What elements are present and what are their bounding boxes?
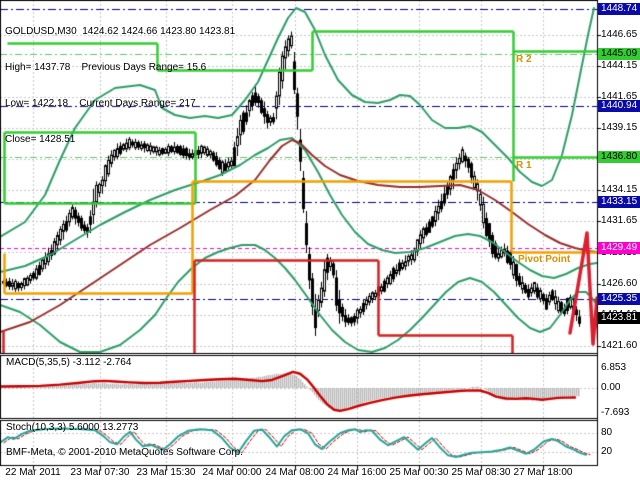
price-label: 1441.65 <box>601 91 638 102</box>
r2-level-label: R 2 <box>516 54 532 65</box>
price-label: 1434.15 <box>601 184 638 195</box>
time-axis-label: 25 Mar 08:30 <box>451 467 511 478</box>
price-label: 1446.65 <box>601 29 638 40</box>
close-line: Close= 1428.51 <box>5 134 76 145</box>
price-badge: 1429.49 <box>598 242 640 254</box>
price-label: 1426.60 <box>601 278 638 289</box>
high-range-line: High= 1437.78 Previous Days Range= 15.6 <box>5 62 207 73</box>
price-label: 1431.65 <box>601 215 638 226</box>
stoch-scale-label: 20 <box>601 446 613 457</box>
price-badge: 1425.35 <box>598 293 640 305</box>
price-badge: 1436.80 <box>598 151 640 163</box>
symbol-ohlc-line: GOLDUSD,M30 1424.62 1424.66 1423.80 1423… <box>5 26 236 37</box>
copyright-text: BMF-Meta, © 2001-2010 MetaQuotes Softwar… <box>6 447 243 458</box>
time-axis-label: 22 Mar 2011 <box>5 467 61 478</box>
stoch-indicator-label: Stoch(10,3,3) 5.6000 13.2773 <box>6 422 139 433</box>
macd-indicator-label: MACD(5,35,5) -3.112 -2.764 <box>6 357 132 368</box>
time-axis-label: 27 Mar 18:00 <box>513 467 573 478</box>
price-badge: 1433.15 <box>598 196 640 208</box>
r1-level-label: R 1 <box>516 160 532 171</box>
price-badge: 1448.74 <box>598 3 640 15</box>
time-axis-label: 25 Mar 00:30 <box>389 467 449 478</box>
pivot-point-label: Pivot Point <box>518 254 571 265</box>
macd-scale-label: 0.00 <box>601 382 621 393</box>
price-label: 1421.60 <box>601 340 638 351</box>
time-axis-label: 23 Mar 15:30 <box>136 467 196 478</box>
macd-scale-label: 6.853 <box>601 362 627 373</box>
low-range-line: Low= 1422.18 Current Days Range= 217 <box>5 98 196 109</box>
price-badge: 1423.81 <box>598 312 640 324</box>
time-axis-label: 24 Mar 00:00 <box>202 467 262 478</box>
stoch-scale-label: 80 <box>601 427 613 438</box>
time-axis-label: 24 Mar 16:00 <box>327 467 387 478</box>
time-axis-label: 23 Mar 07:30 <box>70 467 130 478</box>
macd-scale-label: -7.693 <box>601 407 630 418</box>
price-badge: 1445.09 <box>598 48 640 60</box>
price-label: 1439.15 <box>601 122 638 133</box>
price-badge: 1440.94 <box>598 100 640 112</box>
chart-header: GOLDUSD,M30 1424.62 1424.66 1423.80 1423… <box>5 2 235 170</box>
time-axis-label: 24 Mar 08:00 <box>265 467 325 478</box>
price-label: 1444.15 <box>601 60 638 71</box>
